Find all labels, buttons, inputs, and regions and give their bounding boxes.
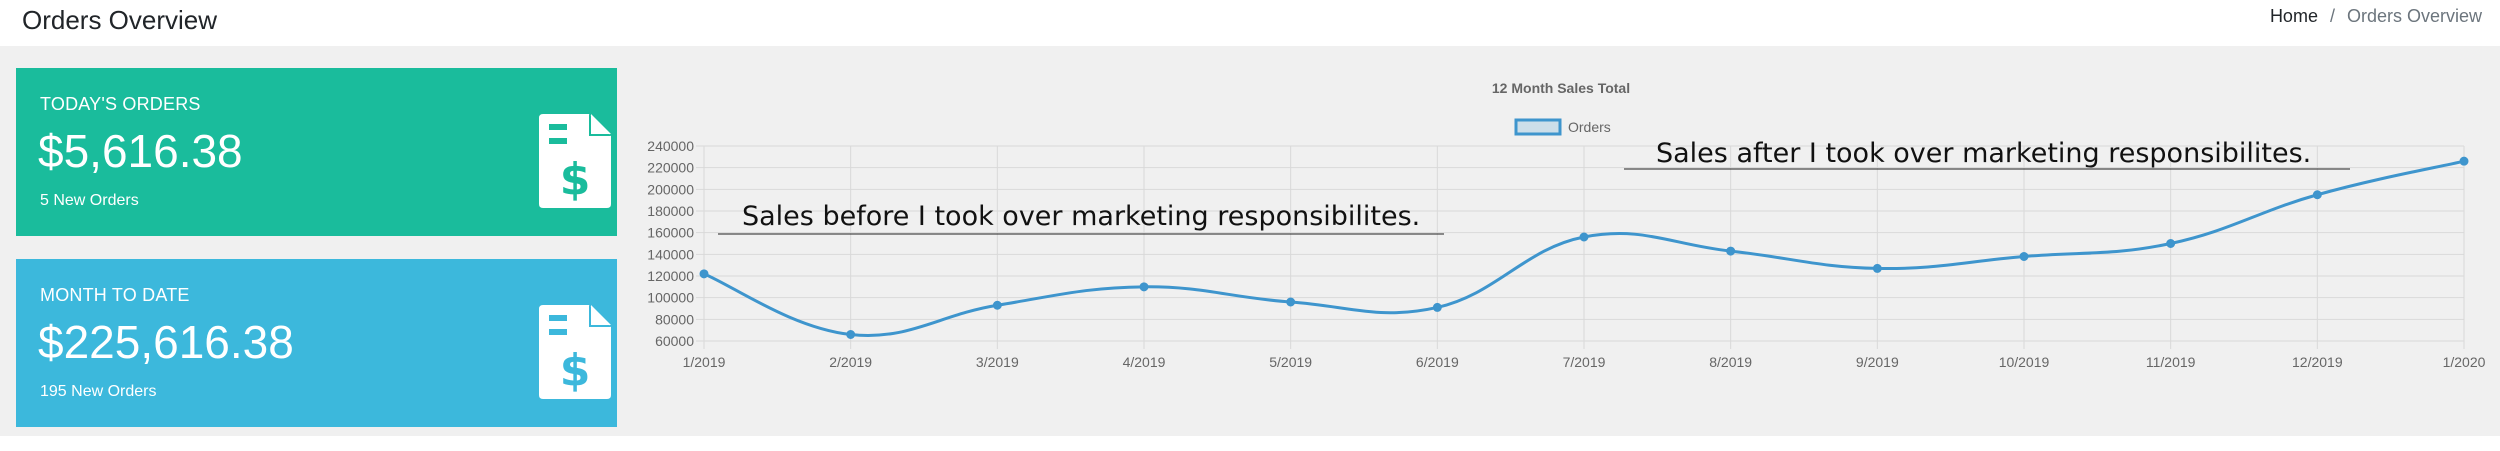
orders-data-point <box>1726 246 1736 256</box>
x-tick-label: 3/2019 <box>976 354 1019 370</box>
y-tick-label: 240000 <box>647 138 694 154</box>
orders-data-point <box>1432 302 1442 312</box>
orders-data-point <box>1872 263 1882 273</box>
card-label: TODAY'S ORDERS <box>40 94 201 114</box>
card-value: $5,616.38 <box>38 125 243 177</box>
y-tick-label: 140000 <box>647 246 694 262</box>
x-tick-label: 1/2019 <box>683 354 726 370</box>
orders-data-point <box>1286 297 1296 307</box>
orders-data-point <box>846 330 856 339</box>
top-header: Orders Overview Home / Orders Overview <box>0 0 2500 46</box>
card-subtext: 5 New Orders <box>40 192 139 209</box>
y-tick-label: 120000 <box>647 268 694 284</box>
sales-line-chart: Orders 60000 80000 100000 120000 140000 160000… <box>647 118 2486 370</box>
orders-data-point <box>2166 239 2176 248</box>
legend-label: Orders <box>1568 119 1611 135</box>
breadcrumb-home-link[interactable]: Home <box>2269 6 2318 26</box>
legend-swatch <box>1514 118 1562 136</box>
x-tick-label: 12/2019 <box>2292 354 2343 370</box>
card-value: $225,616.38 <box>38 316 294 368</box>
breadcrumb-separator: / <box>2329 6 2335 26</box>
x-tick-label: 8/2019 <box>1709 354 1752 370</box>
page-footer-strip <box>0 436 2500 451</box>
x-tick-label: 9/2019 <box>1856 354 1899 370</box>
x-tick-label: 7/2019 <box>1563 354 1606 370</box>
orders-data-point <box>2312 190 2322 200</box>
x-tick-label: 11/2019 <box>2146 354 2196 370</box>
y-tick-label: 80000 <box>655 311 694 327</box>
y-tick-label: 100000 <box>647 290 694 306</box>
x-tick-label: 6/2019 <box>1416 354 1459 370</box>
annotation-before: Sales before I took over marketing respo… <box>742 201 1420 232</box>
svg-text:$: $ <box>560 345 591 396</box>
card-label: MONTH TO DATE <box>40 285 190 305</box>
invoice-dollar-icon: $ <box>539 114 611 208</box>
breadcrumb: Home / Orders Overview <box>2270 5 2482 27</box>
x-tick-label: 4/2019 <box>1123 354 1166 370</box>
chart-title: 12 Month Sales Total <box>1491 80 1631 96</box>
breadcrumb-current: Orders Overview <box>2346 6 2482 26</box>
invoice-dollar-icon: $ <box>539 305 611 399</box>
sales-chart-panel: 12 Month Sales Total Orders 60000 80000 100… <box>636 68 2486 370</box>
card-subtext: 195 New Orders <box>40 383 157 400</box>
orders-data-point <box>699 269 709 279</box>
orders-data-point <box>2459 156 2469 166</box>
month-to-date-card: MONTH TO DATE $225,616.38 195 New Orders… <box>16 259 617 427</box>
y-tick-label: 220000 <box>647 160 694 176</box>
orders-data-point <box>992 300 1002 310</box>
x-tick-label: 5/2019 <box>1269 354 1312 370</box>
y-tick-label: 200000 <box>647 181 694 197</box>
y-tick-label: 60000 <box>655 333 694 349</box>
annotation-after: Sales after I took over marketing respon… <box>1656 138 2311 169</box>
x-tick-label: 10/2019 <box>1999 354 2050 370</box>
todays-orders-card: TODAY'S ORDERS $5,616.38 5 New Orders $ <box>16 68 617 236</box>
orders-data-point <box>1579 232 1589 242</box>
orders-data-point <box>1139 282 1149 292</box>
page-title: Orders Overview <box>22 5 218 35</box>
x-tick-label: 2/2019 <box>829 354 872 370</box>
svg-text:$: $ <box>560 154 591 205</box>
orders-data-point <box>2019 252 2029 261</box>
y-tick-label: 160000 <box>647 225 694 241</box>
y-tick-label: 180000 <box>647 203 694 219</box>
x-tick-label: 1/2020 <box>2443 354 2486 370</box>
